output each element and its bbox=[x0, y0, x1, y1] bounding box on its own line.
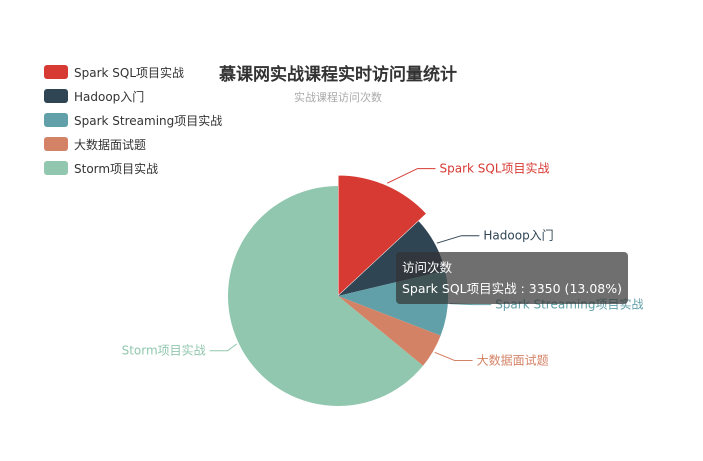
slice-label: Spark SQL项目实战 bbox=[440, 161, 550, 176]
pie-slice[interactable] bbox=[338, 221, 446, 296]
legend-item-hadoop[interactable]: Hadoop入门 bbox=[44, 84, 222, 108]
legend-label: Spark SQL项目实战 bbox=[74, 65, 185, 80]
pie-slice[interactable] bbox=[227, 186, 424, 406]
slice-label-line bbox=[386, 168, 436, 184]
chart-legend: Spark SQL项目实战 Hadoop入门 Spark Streaming项目… bbox=[44, 60, 222, 180]
chart-subtitle: 实战课程访问次数 bbox=[294, 91, 382, 104]
chart-title: 慕课网实战课程实时访问量统计 bbox=[219, 65, 457, 85]
tooltip: 访问次数 Spark SQL项目实战 : 3350 (13.08%) bbox=[396, 252, 628, 304]
legend-item-spark-streaming[interactable]: Spark Streaming项目实战 bbox=[44, 108, 222, 132]
slice-label: Hadoop入门 bbox=[483, 228, 553, 243]
legend-swatch bbox=[44, 65, 68, 79]
slice-label: 大数据面试题 bbox=[477, 353, 549, 368]
legend-label: Storm项目实战 bbox=[74, 161, 159, 176]
slice-label-line bbox=[436, 235, 480, 244]
slice-label-line bbox=[434, 351, 473, 361]
legend-label: 大数据面试题 bbox=[74, 137, 147, 152]
tooltip-title: 访问次数 bbox=[402, 260, 453, 275]
legend-swatch bbox=[44, 89, 68, 103]
legend-item-storm[interactable]: Storm项目实战 bbox=[44, 156, 222, 180]
legend-item-interview[interactable]: 大数据面试题 bbox=[44, 132, 222, 156]
legend-swatch bbox=[44, 161, 68, 175]
legend-swatch bbox=[44, 137, 68, 151]
pie-slice[interactable] bbox=[338, 296, 441, 366]
legend-label: Spark Streaming项目实战 bbox=[74, 113, 223, 128]
tooltip-text: Spark SQL项目实战 : 3350 (13.08%) bbox=[402, 281, 622, 296]
legend-item-spark-sql[interactable]: Spark SQL项目实战 bbox=[44, 60, 222, 84]
legend-label: Hadoop入门 bbox=[74, 89, 145, 104]
pie-slice[interactable] bbox=[337, 174, 428, 298]
slice-label-line bbox=[209, 343, 238, 352]
legend-swatch bbox=[44, 113, 68, 127]
slice-label: Storm项目实战 bbox=[122, 343, 206, 358]
